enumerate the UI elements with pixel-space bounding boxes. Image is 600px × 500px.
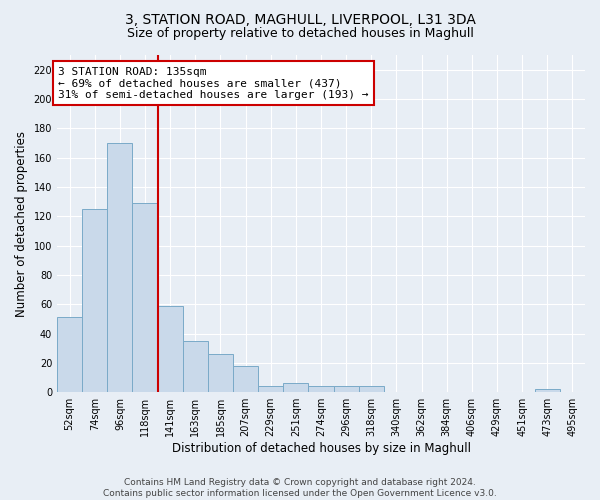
Bar bbox=[535, 390, 560, 392]
Text: Contains HM Land Registry data © Crown copyright and database right 2024.
Contai: Contains HM Land Registry data © Crown c… bbox=[103, 478, 497, 498]
Bar bbox=[258, 386, 283, 392]
Bar bbox=[158, 306, 183, 392]
Bar bbox=[57, 318, 82, 392]
Bar bbox=[283, 384, 308, 392]
Bar bbox=[183, 341, 208, 392]
Bar bbox=[208, 354, 233, 392]
Text: 3 STATION ROAD: 135sqm
← 69% of detached houses are smaller (437)
31% of semi-de: 3 STATION ROAD: 135sqm ← 69% of detached… bbox=[58, 66, 368, 100]
Bar bbox=[334, 386, 359, 392]
Text: Size of property relative to detached houses in Maghull: Size of property relative to detached ho… bbox=[127, 28, 473, 40]
Text: 3, STATION ROAD, MAGHULL, LIVERPOOL, L31 3DA: 3, STATION ROAD, MAGHULL, LIVERPOOL, L31… bbox=[125, 12, 475, 26]
Bar bbox=[107, 143, 133, 392]
Bar bbox=[133, 203, 158, 392]
Bar bbox=[359, 386, 384, 392]
Bar bbox=[82, 209, 107, 392]
Bar bbox=[233, 366, 258, 392]
Y-axis label: Number of detached properties: Number of detached properties bbox=[15, 130, 28, 316]
Bar bbox=[308, 386, 334, 392]
X-axis label: Distribution of detached houses by size in Maghull: Distribution of detached houses by size … bbox=[172, 442, 470, 455]
